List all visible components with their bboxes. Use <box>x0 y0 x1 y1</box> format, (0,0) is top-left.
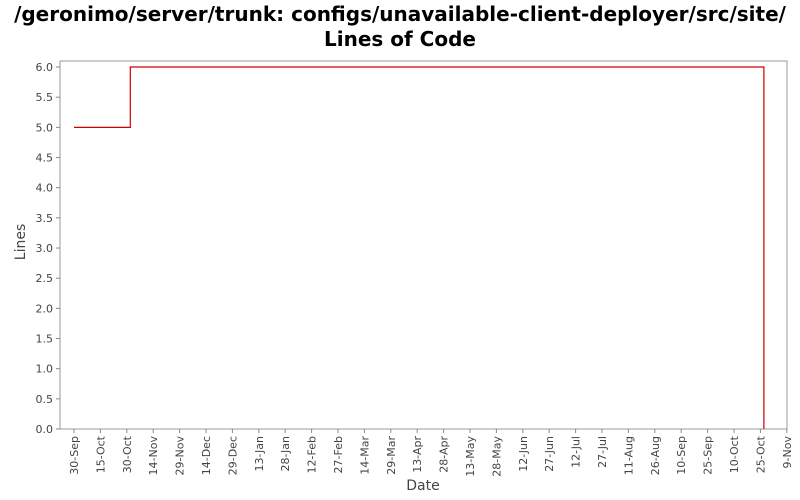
plot-area: 0.0 0.5 1.0 1.5 2.0 2.5 3.0 3.5 4.0 4.5 5.0 5.5 6.0 3… <box>36 60 794 477</box>
chart-title: /geronimo/server/trunk: configs/unavaila… <box>14 2 786 51</box>
x-axis-label: Date <box>406 478 439 494</box>
x-tick-label: 11-Aug <box>622 436 635 475</box>
x-tick-label: 13-Jan <box>253 436 266 472</box>
x-tick-label: 10-Sep <box>675 436 688 475</box>
x-tick-label: 14-Mar <box>358 436 371 475</box>
series-line <box>74 66 765 429</box>
x-tick-label: 27-Feb <box>332 436 345 473</box>
x-tick-label: 30-Oct <box>121 435 134 473</box>
x-tick-label: 10-Oct <box>728 435 741 473</box>
x-tick-label: 27-Jul <box>596 436 609 468</box>
x-tick-label: 30-Sep <box>68 436 81 475</box>
y-tick-label: 4.5 <box>36 152 54 165</box>
y-tick-label: 0.0 <box>36 423 54 436</box>
y-tick-label: 1.5 <box>36 333 54 346</box>
y-tick-label: 2.0 <box>36 302 54 315</box>
x-tick-label: 25-Sep <box>702 436 715 475</box>
x-tick-label: 28-May <box>490 436 503 477</box>
plot-frame <box>59 60 788 430</box>
x-tick-label: 13-May <box>464 436 477 477</box>
y-tick-label: 3.0 <box>36 242 54 255</box>
x-tick-label: 13-Apr <box>411 436 424 473</box>
x-tick-label: 15-Oct <box>94 435 107 473</box>
x-tick-label: 14-Nov <box>147 436 160 476</box>
y-tick-label: 5.5 <box>36 91 54 104</box>
x-tick-label: 12-Jul <box>570 436 583 468</box>
y-tick-label: 0.5 <box>36 393 54 406</box>
y-tick-label: 2.5 <box>36 272 54 285</box>
y-tick-label: 1.0 <box>36 363 54 376</box>
x-tick-label: 12-Feb <box>306 436 319 473</box>
y-tick-label: 5.0 <box>36 121 54 134</box>
x-tick-label: 29-Dec <box>226 436 239 475</box>
x-tick-label: 29-Mar <box>385 436 398 475</box>
x-tick-label: 26-Aug <box>649 436 662 475</box>
x-tick-label: 28-Apr <box>438 436 451 473</box>
x-tick-label: 14-Dec <box>200 436 213 475</box>
y-tick-label: 4.0 <box>36 182 54 195</box>
x-tick-label: 29-Nov <box>174 436 187 476</box>
x-tick-label: 27-Jun <box>543 436 556 472</box>
y-tick-label: 6.0 <box>36 61 54 74</box>
x-tick-label: 28-Jan <box>279 436 292 472</box>
x-tick-label: 25-Oct <box>754 435 767 473</box>
x-tick-label: 12-Jun <box>517 436 530 472</box>
x-tick-label: 9-Nov <box>781 436 794 469</box>
y-axis-label: Lines <box>13 224 29 260</box>
y-tick-label: 3.5 <box>36 212 54 225</box>
